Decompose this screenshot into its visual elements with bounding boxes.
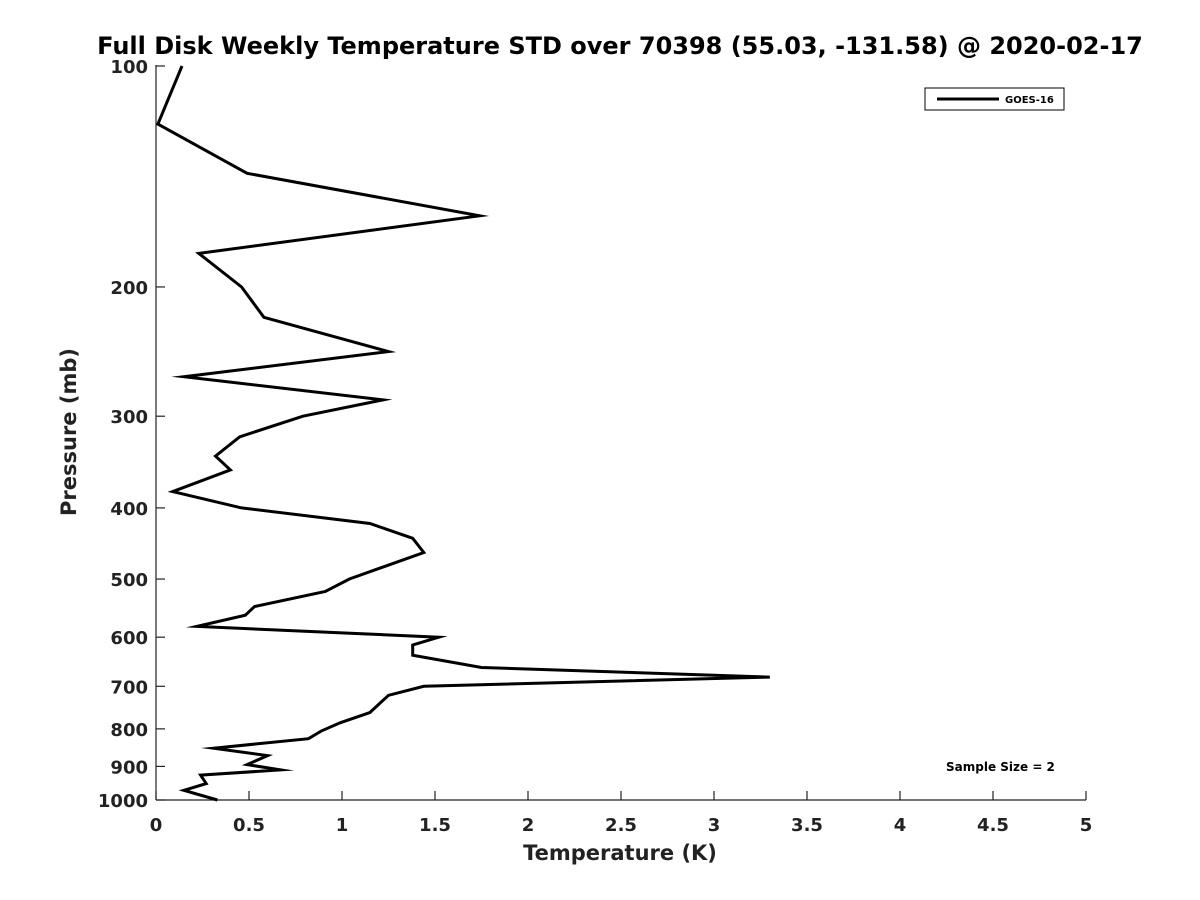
x-tick-label: 3.5 [791,815,823,836]
x-axis-label: Temperature (K) [523,841,717,865]
y-tick-label: 400 [110,499,148,520]
x-tick-label: 0.5 [233,815,265,836]
sample-size-annotation: Sample Size = 2 [946,760,1055,774]
y-tick-label: 500 [110,570,148,591]
y-tick-label: 100 [110,57,148,78]
legend-entry-goes-16: GOES-16 [1005,95,1054,106]
x-tick-label: 2 [522,815,535,836]
series [156,65,770,802]
x-tick-label: 4.5 [977,815,1009,836]
y-tick-label: 200 [110,278,148,299]
x-tick-label: 1.5 [419,815,451,836]
axes [155,65,1086,801]
legend: GOES-16 [924,87,1065,111]
x-tick-label: 4 [894,815,907,836]
x-tick-label: 1 [336,815,349,836]
chart-title: Full Disk Weekly Temperature STD over 70… [97,32,1143,60]
y-tick-label: 1000 [98,791,148,812]
y-tick-label: 600 [110,628,148,649]
y-tick-label: 700 [110,677,148,698]
x-tick-label: 5 [1080,815,1093,836]
y-tick-label: 300 [110,407,148,428]
x-tick-label: 3 [708,815,721,836]
y-tick-label: 800 [110,720,148,741]
y-axis-label: Pressure (mb) [57,348,81,516]
ticks: 0 0.5 1 1.5 2 2.5 3 3.5 4 4.5 5 100 200 300 400 500 600 7… [98,57,1092,836]
x-tick-label: 0 [150,815,163,836]
x-tick-label: 2.5 [605,815,637,836]
y-tick-label: 900 [110,757,148,778]
series-line-goes-16 [156,65,770,802]
